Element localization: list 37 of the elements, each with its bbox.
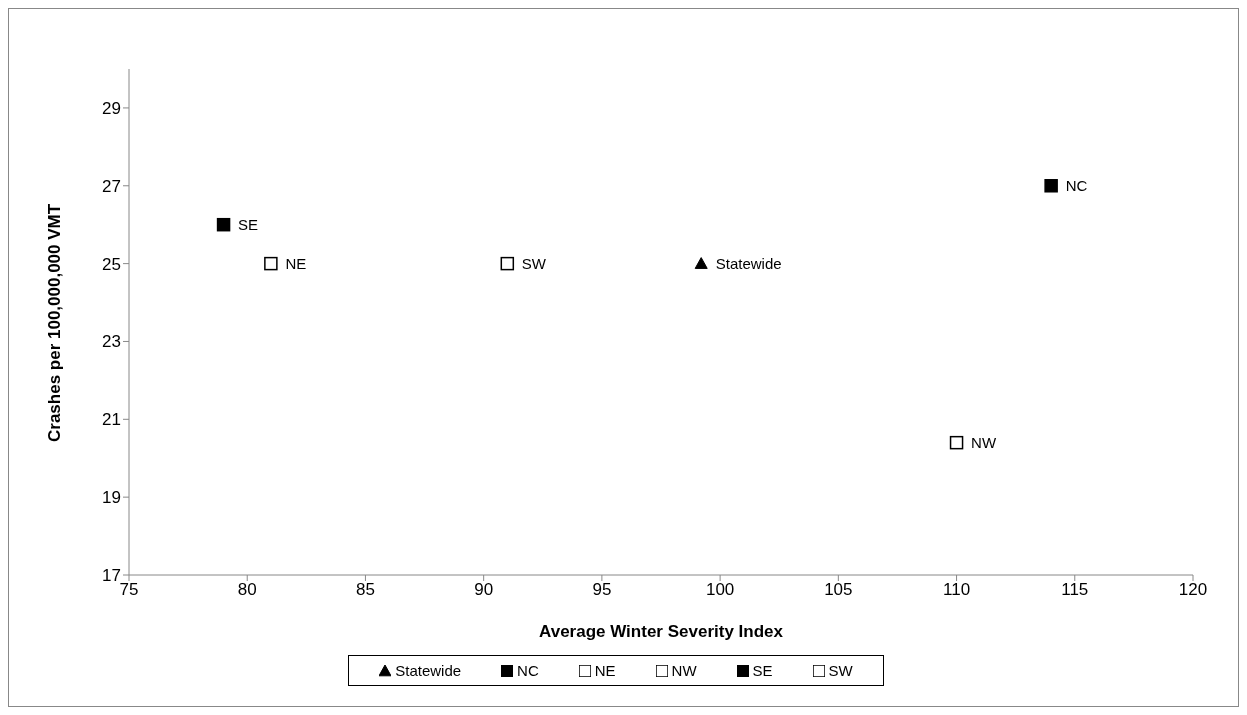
y-tick-label: 29	[102, 98, 121, 118]
x-tick-label: 120	[1178, 580, 1208, 600]
text: SW	[521, 254, 546, 272]
y-tick-label: 27	[102, 176, 121, 196]
legend-label: SE	[751, 662, 773, 679]
point	[694, 257, 708, 269]
y-tick-label: 23	[102, 332, 121, 352]
legend-label: Statewide	[394, 662, 462, 679]
x-tick-label: 105	[824, 580, 853, 600]
legend-label: NC	[516, 662, 539, 679]
legend-label: NW	[670, 662, 697, 679]
x-tick-label: 85	[355, 580, 375, 600]
legend-label: SW	[827, 662, 853, 679]
text: NE	[285, 254, 307, 272]
x-tick-label: 90	[474, 580, 494, 600]
y-tick-label: 17	[102, 566, 121, 586]
text: SE	[238, 216, 259, 234]
text: NC	[1065, 177, 1088, 195]
point	[1044, 179, 1058, 193]
point	[216, 217, 231, 232]
x-tick-label: 100	[705, 580, 735, 600]
x-tick-label: 75	[119, 580, 139, 600]
y-tick-label: 21	[102, 410, 121, 430]
point	[500, 256, 515, 271]
x-tick-label: 110	[943, 580, 971, 600]
point	[949, 435, 964, 450]
x-tick-label: 115	[1061, 580, 1089, 600]
text: Statewide	[715, 254, 782, 272]
point	[264, 256, 278, 271]
y-tick-label: 25	[102, 254, 121, 274]
y-tick-label: 19	[102, 488, 121, 508]
text: NW	[971, 433, 997, 451]
x-tick-label: 95	[592, 580, 612, 600]
x-tick-label: 80	[237, 580, 257, 600]
legend-label: NE	[593, 662, 616, 679]
x-axis-title: Average Winter Severity Index	[539, 622, 784, 641]
y-axis-title: Crashes per 100,000,000 VMT	[45, 203, 65, 442]
